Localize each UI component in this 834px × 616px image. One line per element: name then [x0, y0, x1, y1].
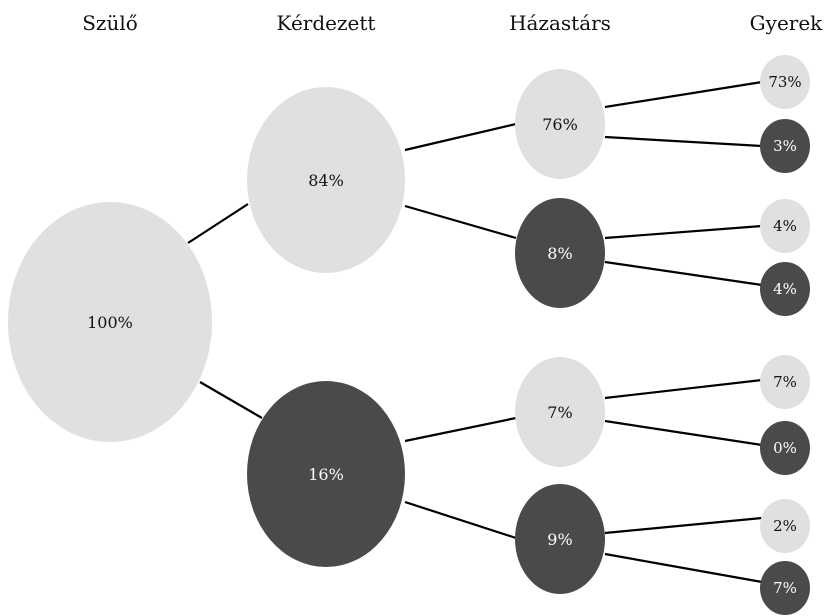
- node-kerdezett-2: 16%: [247, 381, 405, 567]
- edge-h3-g5: [604, 378, 763, 400]
- node-gyerek-5-shape: [760, 355, 810, 409]
- node-hazastars-3-label: 7%: [547, 403, 572, 422]
- edge-h3-g6: [604, 419, 763, 447]
- node-gyerek-8-shape: [760, 561, 810, 615]
- node-gyerek-8-label: 7%: [773, 579, 797, 597]
- node-kerdezett-1: 84%: [247, 87, 405, 273]
- edge-k2-h4: [404, 500, 517, 540]
- node-kerdezett-1-label: 84%: [308, 171, 344, 190]
- node-gyerek-1-shape: [760, 55, 810, 109]
- edge-root-k1: [187, 203, 249, 244]
- header-kerdezett: Kérdezett: [277, 11, 376, 35]
- node-gyerek-4: 4%: [760, 262, 810, 316]
- edge-k2-h3: [404, 416, 517, 443]
- edge-root-k2: [199, 381, 263, 419]
- node-root-label: 100%: [87, 313, 133, 332]
- node-gyerek-3: 4%: [760, 199, 810, 253]
- edge-h2-g3: [604, 224, 763, 240]
- tree-nodes: 100% 84% 16% 76% 8% 7% 9% 73%: [8, 55, 810, 615]
- node-gyerek-5-label: 7%: [773, 373, 797, 391]
- node-gyerek-4-label: 4%: [773, 280, 797, 298]
- node-hazastars-3: 7%: [515, 357, 605, 467]
- node-hazastars-2-label: 8%: [547, 244, 572, 263]
- node-gyerek-2-label: 3%: [773, 137, 797, 155]
- node-gyerek-6: 0%: [760, 421, 810, 475]
- node-hazastars-4: 9%: [515, 484, 605, 594]
- node-hazastars-4-label: 9%: [547, 530, 572, 549]
- node-gyerek-3-label: 4%: [773, 217, 797, 235]
- node-gyerek-6-label: 0%: [773, 439, 797, 457]
- node-kerdezett-1-shape: [247, 87, 405, 273]
- node-gyerek-8: 7%: [760, 561, 810, 615]
- edge-h4-g8: [604, 552, 763, 584]
- node-hazastars-1: 76%: [515, 69, 605, 179]
- node-gyerek-2: 3%: [760, 119, 810, 173]
- header-szulo: Szülő: [82, 11, 138, 35]
- node-hazastars-1-label: 76%: [542, 115, 578, 134]
- node-gyerek-7-shape: [760, 499, 810, 553]
- node-gyerek-7-label: 2%: [773, 517, 797, 535]
- node-root-shape: [8, 202, 212, 442]
- node-hazastars-2: 8%: [515, 198, 605, 308]
- node-hazastars-4-shape: [515, 484, 605, 594]
- edge-k1-h2: [404, 204, 517, 240]
- edge-h1-g1: [604, 80, 763, 109]
- node-hazastars-1-shape: [515, 69, 605, 179]
- node-gyerek-6-shape: [760, 421, 810, 475]
- node-root: 100%: [8, 202, 212, 442]
- header-gyerek: Gyerek: [750, 11, 824, 35]
- node-kerdezett-2-label: 16%: [308, 465, 344, 484]
- edge-h1-g2: [604, 135, 763, 148]
- tree-edges: [187, 80, 763, 584]
- node-gyerek-3-shape: [760, 199, 810, 253]
- node-hazastars-3-shape: [515, 357, 605, 467]
- node-gyerek-4-shape: [760, 262, 810, 316]
- node-hazastars-2-shape: [515, 198, 605, 308]
- edge-k1-h1: [404, 122, 517, 152]
- node-kerdezett-2-shape: [247, 381, 405, 567]
- edge-h4-g7: [604, 516, 763, 535]
- edge-h2-g4: [604, 260, 763, 287]
- node-gyerek-2-shape: [760, 119, 810, 173]
- node-gyerek-7: 2%: [760, 499, 810, 553]
- header-hazastars: Házastárs: [509, 11, 611, 35]
- node-gyerek-1: 73%: [760, 55, 810, 109]
- node-gyerek-5: 7%: [760, 355, 810, 409]
- node-gyerek-1-label: 73%: [768, 73, 801, 91]
